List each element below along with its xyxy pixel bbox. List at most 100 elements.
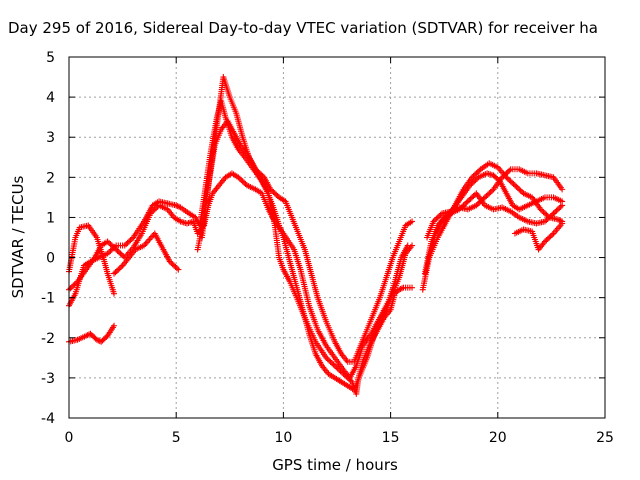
- y-tick-label: -4: [41, 411, 55, 427]
- data-point-marker: [128, 235, 135, 242]
- data-point-marker: [268, 187, 275, 194]
- data-point-marker: [150, 207, 157, 214]
- data-point-marker: [506, 167, 513, 174]
- data-point-marker: [151, 206, 158, 213]
- series-11: [511, 220, 566, 253]
- data-point-marker: [511, 182, 518, 189]
- data-point-marker: [107, 241, 114, 248]
- data-point-marker: [121, 242, 128, 249]
- data-point-marker: [71, 281, 78, 288]
- data-point-marker: [324, 356, 331, 363]
- data-point-marker: [559, 198, 566, 205]
- data-point-marker: [487, 189, 494, 196]
- data-markers: [66, 74, 566, 397]
- data-point-marker: [543, 211, 550, 218]
- data-point-marker: [557, 203, 564, 210]
- data-point-marker: [117, 250, 124, 257]
- y-tick-label: -2: [41, 331, 55, 347]
- data-point-marker: [473, 170, 480, 177]
- data-point-marker: [107, 247, 114, 254]
- data-point-marker: [242, 181, 249, 188]
- data-point-marker: [544, 213, 551, 220]
- data-point-marker: [543, 217, 550, 224]
- data-point-marker: [153, 205, 160, 212]
- data-point-marker: [499, 174, 506, 181]
- data-point-marker: [106, 239, 113, 246]
- data-point-marker: [507, 178, 514, 185]
- y-tick-label: 3: [46, 130, 55, 146]
- data-point-marker: [327, 358, 334, 365]
- x-tick-label: 5: [172, 430, 181, 446]
- data-point-marker: [118, 251, 125, 258]
- data-point-marker: [519, 189, 526, 196]
- data-point-marker: [504, 168, 511, 175]
- data-point-marker: [509, 179, 516, 186]
- data-point-marker: [409, 242, 416, 249]
- x-tick-label: 0: [65, 430, 74, 446]
- data-point-marker: [541, 218, 548, 225]
- series-9: [426, 160, 566, 261]
- data-point-marker: [483, 193, 490, 200]
- data-point-marker: [537, 206, 544, 213]
- data-point-marker: [328, 360, 335, 367]
- data-point-marker: [114, 247, 121, 254]
- data-point-marker: [489, 187, 496, 194]
- data-point-marker: [270, 189, 277, 196]
- series-4: [111, 230, 182, 277]
- data-point-marker: [472, 177, 479, 184]
- data-point-marker: [111, 322, 118, 329]
- data-point-marker: [559, 220, 566, 227]
- data-point-marker: [549, 211, 556, 218]
- data-point-marker: [500, 172, 507, 179]
- data-point-marker: [106, 249, 113, 256]
- data-point-marker: [146, 236, 153, 243]
- data-point-marker: [506, 177, 513, 184]
- data-point-marker: [544, 235, 551, 242]
- x-tick-label: 10: [274, 430, 292, 446]
- data-point-marker: [480, 195, 487, 202]
- x-axis-label: GPS time / hours: [272, 456, 398, 474]
- y-tick-label: 2: [46, 170, 55, 186]
- data-point-marker: [471, 171, 478, 178]
- data-point-marker: [111, 290, 118, 297]
- data-point-marker: [546, 234, 553, 241]
- y-tick-label: 4: [46, 90, 55, 106]
- data-point-marker: [476, 167, 483, 174]
- y-tick-label: 5: [46, 50, 55, 66]
- data-point-marker: [115, 266, 122, 273]
- data-point-marker: [541, 210, 548, 217]
- data-point-marker: [172, 263, 179, 270]
- data-point-marker: [173, 202, 180, 209]
- data-point-marker: [549, 231, 556, 238]
- data-point-marker: [434, 214, 441, 221]
- data-point-marker: [143, 239, 150, 246]
- data-point-marker: [551, 209, 558, 216]
- x-tick-label: 20: [489, 430, 507, 446]
- data-point-marker: [330, 361, 337, 368]
- series-0: [66, 322, 118, 345]
- data-point-marker: [73, 279, 80, 286]
- data-point-marker: [116, 249, 123, 256]
- series-10: [424, 166, 566, 241]
- data-point-marker: [556, 205, 563, 212]
- x-tick-label: 15: [382, 430, 400, 446]
- data-point-marker: [477, 198, 484, 205]
- data-point-marker: [471, 178, 478, 185]
- data-point-marker: [540, 209, 547, 216]
- data-point-marker: [323, 354, 330, 361]
- data-point-marker: [513, 183, 520, 190]
- data-point-marker: [148, 209, 155, 216]
- data-point-marker: [464, 198, 471, 205]
- data-point-marker: [176, 203, 183, 210]
- data-point-marker: [111, 245, 118, 252]
- y-tick-label: 0: [46, 251, 55, 267]
- data-point-marker: [238, 177, 245, 184]
- data-point-marker: [431, 217, 438, 224]
- data-point-marker: [547, 233, 554, 240]
- data-point-marker: [554, 216, 561, 223]
- data-point-marker: [550, 210, 557, 217]
- data-point-marker: [461, 201, 468, 208]
- data-point-marker: [174, 203, 181, 210]
- data-point-marker: [173, 265, 180, 272]
- data-point-marker: [539, 207, 546, 214]
